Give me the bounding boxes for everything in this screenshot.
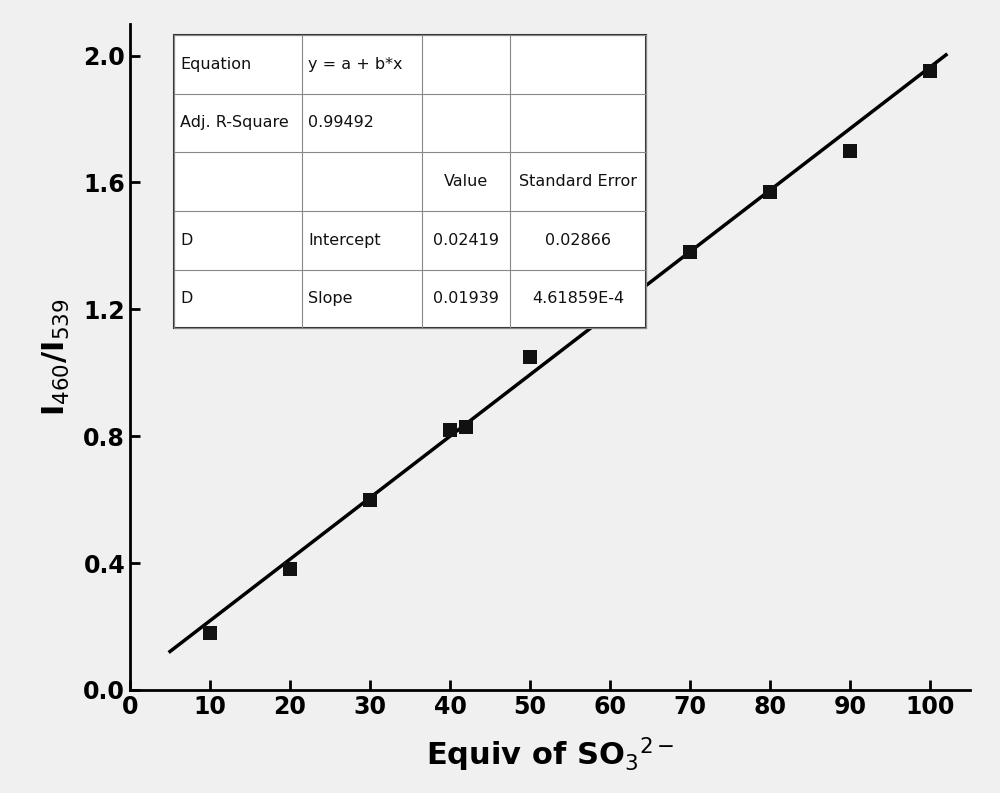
Text: Intercept: Intercept — [308, 233, 381, 247]
Point — [602, 284, 618, 297]
Y-axis label: I$_{460}$/I$_{539}$: I$_{460}$/I$_{539}$ — [41, 298, 72, 416]
Text: 0.01939: 0.01939 — [433, 292, 499, 306]
Text: Adj. R-Square: Adj. R-Square — [180, 116, 289, 130]
Point — [362, 493, 378, 506]
Point — [202, 626, 218, 639]
Point — [762, 186, 778, 198]
X-axis label: Equiv of SO$_3$$^{2-}$: Equiv of SO$_3$$^{2-}$ — [426, 735, 674, 774]
Text: 0.02419: 0.02419 — [433, 233, 499, 247]
Text: D: D — [180, 233, 193, 247]
Point — [458, 420, 474, 433]
Text: Standard Error: Standard Error — [519, 174, 637, 189]
Point — [922, 65, 938, 78]
Point — [842, 144, 858, 157]
Text: 0.99492: 0.99492 — [308, 116, 374, 130]
Text: y = a + b*x: y = a + b*x — [308, 57, 403, 71]
Text: Slope: Slope — [308, 292, 353, 306]
Text: 4.61859E-4: 4.61859E-4 — [532, 292, 624, 306]
Text: Value: Value — [444, 174, 488, 189]
Point — [682, 246, 698, 259]
Text: D: D — [180, 292, 193, 306]
Point — [282, 563, 298, 576]
Text: Equation: Equation — [180, 57, 252, 71]
Point — [522, 351, 538, 363]
Text: 0.02866: 0.02866 — [545, 233, 611, 247]
Point — [442, 423, 458, 436]
